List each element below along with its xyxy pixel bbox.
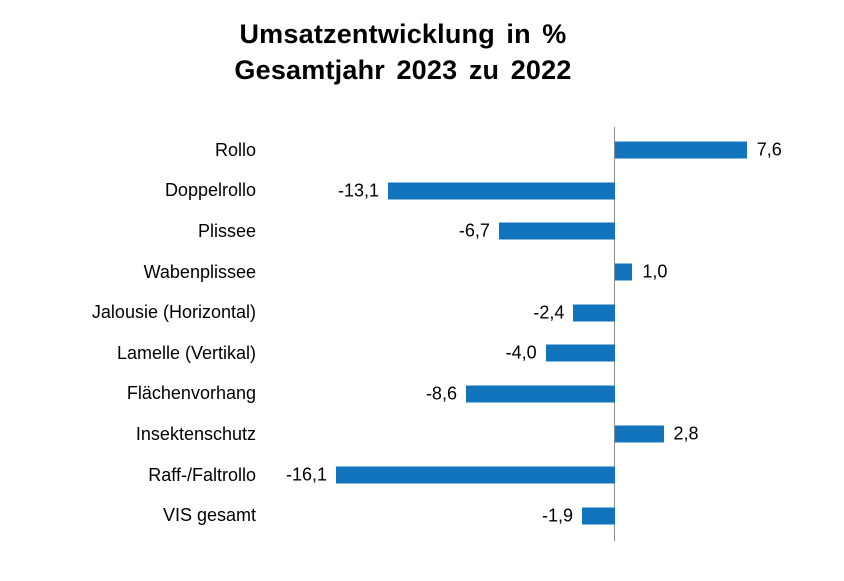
category-label: Jalousie (Horizontal) xyxy=(91,302,256,323)
bar-row: Doppelrollo -13,1 xyxy=(0,171,844,212)
bar xyxy=(335,466,615,484)
bar-track: -6,7 xyxy=(256,211,844,252)
bar-row: Plissee -6,7 xyxy=(0,211,844,252)
bar-track: 7,6 xyxy=(256,130,844,171)
bar-track: -16,1 xyxy=(256,455,844,496)
bar-row: Flächenvorhang -8,6 xyxy=(0,374,844,415)
category-label: Wabenplissee xyxy=(143,261,256,282)
value-label: -4,0 xyxy=(505,342,537,363)
bar-row: VIS gesamt -1,9 xyxy=(0,495,844,536)
category-label: Plissee xyxy=(197,220,256,241)
chart: Umsatzentwicklung in % Gesamtjahr 2023 z… xyxy=(0,16,844,581)
plot-area: Rollo 7,6 Doppelrollo -13,1 Plissee -6,7… xyxy=(0,127,844,541)
bar xyxy=(465,385,615,403)
chart-title-line1: Umsatzentwicklung in % xyxy=(239,19,567,49)
value-label: -16,1 xyxy=(285,464,327,485)
category-label: Raff-/Faltrollo xyxy=(148,464,256,485)
category-label: Flächenvorhang xyxy=(126,383,256,404)
chart-title-line2: Gesamtjahr 2023 zu 2022 xyxy=(234,55,572,85)
bar-row: Jalousie (Horizontal) -2,4 xyxy=(0,292,844,333)
y-axis-line xyxy=(614,127,615,541)
chart-title: Umsatzentwicklung in % Gesamtjahr 2023 z… xyxy=(0,16,844,88)
bar-row: Raff-/Faltrollo -16,1 xyxy=(0,455,844,496)
category-label: Rollo xyxy=(214,139,256,160)
bar-row: Insektenschutz 2,8 xyxy=(0,414,844,455)
bar-track: -2,4 xyxy=(256,292,844,333)
bar xyxy=(615,263,633,281)
bar xyxy=(387,182,615,200)
bar xyxy=(582,507,615,525)
value-label: -8,6 xyxy=(425,383,457,404)
bar-track: 1,0 xyxy=(256,252,844,293)
value-label: 7,6 xyxy=(756,139,782,160)
category-label: Lamelle (Vertikal) xyxy=(116,342,256,363)
bar-track: -13,1 xyxy=(256,171,844,212)
category-label: Doppelrollo xyxy=(164,180,256,201)
bar-track: 2,8 xyxy=(256,414,844,455)
value-label: 1,0 xyxy=(642,261,668,282)
value-label: 2,8 xyxy=(673,423,699,444)
bar-track: -4,0 xyxy=(256,333,844,374)
bar-row: Wabenplissee 1,0 xyxy=(0,252,844,293)
bar-row: Lamelle (Vertikal) -4,0 xyxy=(0,333,844,374)
category-label: VIS gesamt xyxy=(162,505,256,526)
bar xyxy=(545,344,615,362)
value-label: -2,4 xyxy=(533,302,565,323)
bar-track: -1,9 xyxy=(256,495,844,536)
value-label: -1,9 xyxy=(542,505,574,526)
bar xyxy=(615,425,664,443)
bar-row: Rollo 7,6 xyxy=(0,130,844,171)
bar xyxy=(573,304,615,322)
value-label: -13,1 xyxy=(337,180,379,201)
bar-track: -8,6 xyxy=(256,374,844,415)
bar xyxy=(498,222,615,240)
category-label: Insektenschutz xyxy=(135,423,256,444)
value-label: -6,7 xyxy=(458,220,490,241)
bar xyxy=(615,141,747,159)
